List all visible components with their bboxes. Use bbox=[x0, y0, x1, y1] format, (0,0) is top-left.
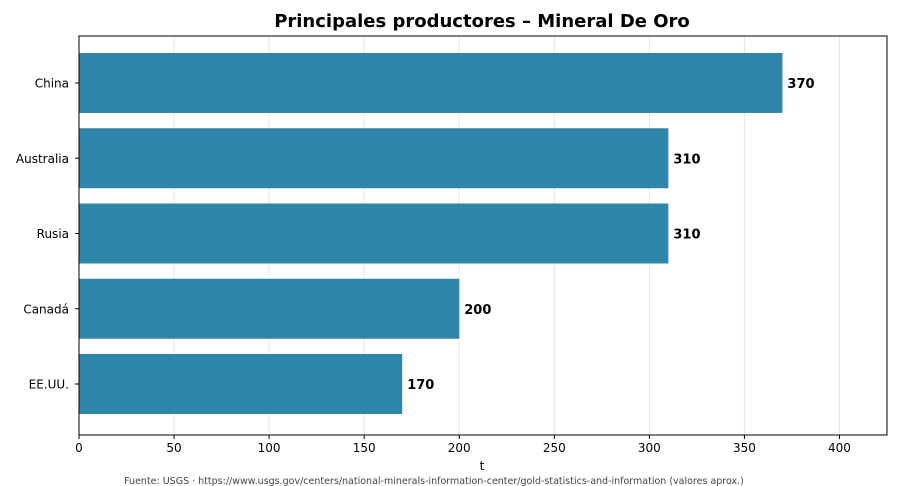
bar bbox=[79, 203, 669, 264]
data-label: 370 bbox=[787, 77, 814, 92]
data-label: 310 bbox=[673, 152, 700, 167]
y-tick-label: China bbox=[35, 77, 69, 91]
x-axis-label: t bbox=[480, 459, 485, 473]
x-tick-label: 350 bbox=[733, 441, 756, 455]
data-label: 200 bbox=[464, 303, 491, 318]
x-tick-label: 100 bbox=[258, 441, 281, 455]
plot-frame bbox=[78, 35, 888, 436]
x-tick-label: 400 bbox=[828, 441, 851, 455]
data-label: 170 bbox=[407, 378, 434, 393]
data-label: 310 bbox=[673, 228, 700, 243]
y-tick-label: Australia bbox=[16, 152, 69, 166]
x-tick-label: 300 bbox=[638, 441, 661, 455]
data-labels-layer: 370 310 310 200 170 bbox=[407, 77, 814, 393]
x-tick-label: 200 bbox=[448, 441, 471, 455]
bar bbox=[79, 278, 460, 339]
bar bbox=[79, 354, 403, 414]
y-tick-label: Rusia bbox=[37, 227, 69, 241]
x-tick-label: 150 bbox=[353, 441, 376, 455]
bars-layer bbox=[79, 53, 783, 414]
y-axis-ticks: China Australia Rusia Canadá EE.UU. bbox=[16, 77, 79, 392]
chart-title: Principales productores – Mineral De Oro bbox=[274, 11, 690, 32]
bar bbox=[79, 53, 783, 113]
x-tick-label: 0 bbox=[75, 441, 83, 455]
source-note: Fuente: USGS · https://www.usgs.gov/cent… bbox=[124, 476, 744, 486]
x-tick-label: 250 bbox=[543, 441, 566, 455]
x-axis-ticks: 0 50 100 150 200 250 300 350 400 bbox=[75, 435, 851, 455]
x-tick-label: 50 bbox=[166, 441, 181, 455]
bar bbox=[79, 128, 669, 189]
y-tick-label: EE.UU. bbox=[29, 378, 69, 392]
y-tick-label: Canadá bbox=[23, 302, 69, 316]
